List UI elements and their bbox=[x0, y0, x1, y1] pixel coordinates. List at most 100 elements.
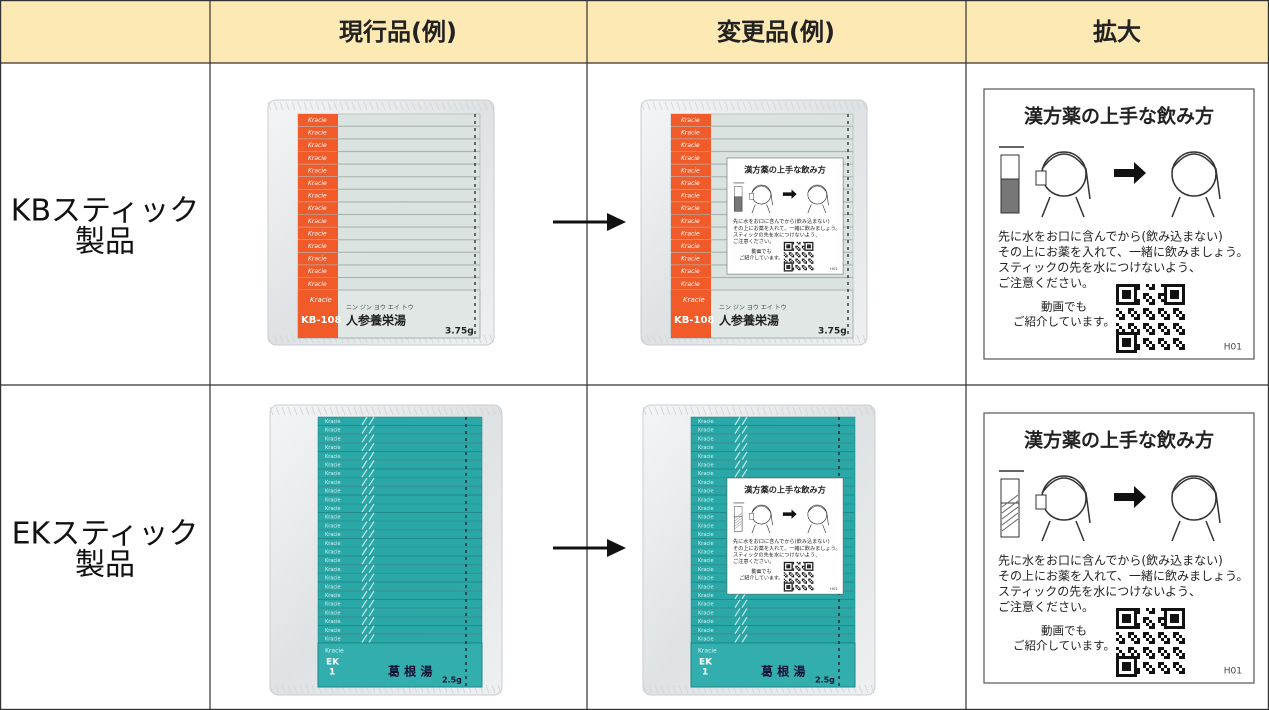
bag-crimp bbox=[395, 406, 400, 416]
bag-crimp bbox=[279, 334, 284, 344]
qr-cell bbox=[812, 576, 814, 578]
qr-cell bbox=[783, 567, 786, 569]
stick-brand: Kracie bbox=[681, 180, 700, 187]
bag-crimp bbox=[267, 334, 272, 344]
label-instruction: 先に水をお口に含んでから(飲み込まない) bbox=[733, 537, 830, 545]
qr-cell bbox=[796, 261, 798, 263]
qr-cell bbox=[806, 569, 809, 571]
stick-band bbox=[671, 189, 711, 202]
qr-cell bbox=[1152, 668, 1155, 671]
product-name: 葛 根 湯 bbox=[387, 664, 432, 679]
bag-crimp bbox=[730, 101, 735, 111]
qr-cell bbox=[806, 247, 809, 249]
bag-crimp bbox=[744, 406, 749, 416]
stick bbox=[317, 582, 483, 591]
bag-crimp bbox=[327, 101, 332, 111]
qr-cell bbox=[1131, 323, 1134, 326]
qr-cell bbox=[786, 245, 788, 248]
stick bbox=[317, 616, 483, 626]
stick-band bbox=[298, 114, 338, 126]
qr-cell bbox=[796, 248, 798, 250]
qr-cell bbox=[1176, 308, 1179, 311]
qr-cell bbox=[1170, 617, 1173, 620]
qr-cell bbox=[783, 266, 786, 268]
qr-cell bbox=[1125, 662, 1128, 665]
stick bbox=[690, 425, 856, 435]
qr-cell bbox=[1146, 284, 1149, 287]
stick-brand: Kracie bbox=[325, 515, 341, 521]
qr-cell bbox=[791, 267, 793, 269]
product-weight: 3.75g bbox=[445, 327, 474, 337]
qr-cell bbox=[812, 254, 814, 257]
bag-crimp bbox=[658, 334, 663, 344]
qr-cell bbox=[786, 587, 788, 589]
qr-cell bbox=[1116, 620, 1119, 623]
qr-cell bbox=[791, 241, 793, 244]
product-code: 1 bbox=[702, 668, 708, 678]
stick-brand: Kracie bbox=[325, 567, 341, 573]
qr-cell bbox=[804, 241, 806, 244]
qr-cell bbox=[783, 572, 786, 574]
qr-cell bbox=[1182, 614, 1185, 617]
column-header: 変更品(例) bbox=[717, 18, 835, 46]
qr-cell bbox=[1173, 323, 1176, 326]
qr-cell bbox=[810, 249, 813, 251]
product-code: KB-108 bbox=[674, 315, 714, 326]
stick-stripe bbox=[361, 442, 368, 452]
stick-stripe bbox=[368, 451, 375, 461]
qr-cell bbox=[1125, 341, 1128, 344]
stick-brand: Kracie bbox=[325, 637, 341, 643]
qr-cell bbox=[1152, 608, 1155, 611]
qr-cell bbox=[796, 581, 798, 583]
bag-crimp bbox=[413, 406, 418, 416]
stick-stripe bbox=[361, 538, 368, 548]
qr-cell bbox=[786, 249, 788, 251]
stick-stripe bbox=[361, 425, 368, 435]
bag-crimp bbox=[299, 684, 304, 694]
bag-crimp bbox=[762, 406, 767, 416]
qr-cell bbox=[1182, 626, 1185, 629]
qr-cell bbox=[1173, 650, 1176, 653]
bag-crimp bbox=[834, 406, 839, 416]
qr-cell bbox=[1128, 326, 1131, 329]
qr-cell bbox=[787, 587, 789, 589]
qr-cell bbox=[791, 583, 793, 586]
qr-cell bbox=[805, 582, 807, 584]
stick-stripe bbox=[361, 503, 368, 513]
stick-band bbox=[671, 114, 711, 126]
qr-cell bbox=[791, 263, 793, 266]
bag-crimp bbox=[646, 334, 651, 344]
qr-cell bbox=[786, 561, 788, 564]
qr-cell bbox=[1167, 608, 1170, 611]
qr-cell bbox=[1134, 350, 1137, 353]
bag-crimp bbox=[672, 684, 677, 694]
qr-cell bbox=[799, 262, 801, 264]
label-video: ご紹介しています。 bbox=[1013, 315, 1115, 329]
qr-cell bbox=[808, 573, 810, 575]
bag-crimp bbox=[684, 406, 689, 416]
bag-crimp bbox=[864, 406, 869, 416]
stick-stripe bbox=[361, 573, 368, 582]
qr-cell bbox=[1179, 347, 1182, 350]
qr-cell bbox=[805, 262, 807, 264]
qr-cell bbox=[786, 564, 788, 566]
stick-brand: Kracie bbox=[325, 541, 341, 547]
label-instruction: スティックの先を水につけないよう、 bbox=[733, 230, 820, 238]
qr-cell bbox=[1122, 284, 1125, 287]
qr-cell bbox=[799, 241, 801, 244]
qr-cell bbox=[783, 245, 786, 248]
product-code: 1 bbox=[329, 668, 335, 678]
qr-cell bbox=[1176, 653, 1179, 656]
qr-cell bbox=[1128, 626, 1131, 629]
qr-cell bbox=[812, 565, 814, 568]
stick-band bbox=[671, 252, 711, 265]
qr-cell bbox=[1167, 626, 1170, 629]
qr-cell bbox=[1116, 284, 1119, 287]
stick-brand: Kracie bbox=[698, 436, 714, 442]
qr-cell bbox=[1176, 329, 1179, 332]
qr-cell bbox=[803, 248, 805, 250]
qr-cell bbox=[788, 265, 791, 267]
qr-cell bbox=[1128, 341, 1131, 344]
qr-cell bbox=[809, 574, 811, 577]
